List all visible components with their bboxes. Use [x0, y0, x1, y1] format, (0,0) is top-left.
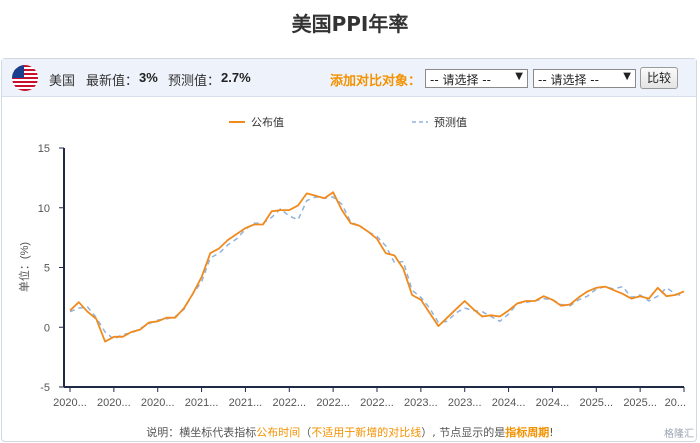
x-tick-label: 2022...	[360, 397, 394, 409]
x-tick-label: 2024...	[492, 397, 526, 409]
forecast-value: 2.7%	[221, 70, 251, 85]
x-tick-label: 2022...	[316, 397, 350, 409]
x-tick-label: 2020...	[53, 397, 87, 409]
legend-published-label[interactable]: 公布值	[251, 116, 284, 129]
compare-select-1[interactable]: -- 请选择 -- ▼	[425, 69, 528, 88]
y-axis-title: 单位：(%)	[17, 242, 31, 292]
y-axis-ticks: -5 0 5 10 15	[38, 143, 64, 394]
us-flag-icon	[12, 65, 38, 91]
y-tick-label: 10	[38, 203, 50, 215]
page-title: 美国PPI年率	[291, 12, 409, 36]
x-axis-ticks: 2020... 2020... 2020... 2021... 2021... 2022.…	[53, 387, 686, 409]
x-tick-label: 2021...	[229, 397, 263, 409]
y-tick-label: 5	[44, 263, 50, 275]
footnote: 说明：横坐标代表指标公布时间（不适用于新增的对比线）, 节点显示的是指标周期!	[146, 426, 554, 439]
compare-select-2-value: -- 请选择 --	[538, 73, 599, 87]
legend-forecast-label[interactable]: 预测值	[434, 116, 467, 129]
x-tick-label: 2024...	[536, 397, 570, 409]
x-tick-label: 2021...	[185, 397, 219, 409]
y-tick-label: -5	[40, 382, 50, 394]
forecast-value-label: 预测值：	[168, 73, 221, 88]
x-tick-label: 2025...	[623, 397, 657, 409]
x-tick-label: 2022...	[272, 397, 306, 409]
watermark: 格隆汇	[664, 429, 694, 440]
series-line-published[interactable]	[69, 191, 685, 343]
chart-panel: 美国 最新值： 3% 预测值： 2.7% 添加对比对象： -- 请选择 -- ▼…	[1, 58, 697, 442]
chevron-down-icon: ▼	[623, 71, 631, 82]
info-bar: 美国 最新值： 3% 预测值： 2.7% 添加对比对象： -- 请选择 -- ▼…	[2, 59, 696, 97]
chevron-down-icon: ▼	[515, 71, 523, 82]
x-tick-label: 2025...	[579, 397, 613, 409]
series-line-forecast[interactable]	[69, 196, 685, 340]
compare-button[interactable]: 比较	[640, 67, 678, 89]
x-tick-label: 2020...	[141, 397, 175, 409]
latest-value: 3%	[139, 70, 158, 85]
y-tick-label: 15	[38, 143, 50, 155]
series-group	[69, 191, 685, 343]
x-tick-label: 2023...	[404, 397, 438, 409]
compare-select-1-value: -- 请选择 --	[430, 73, 491, 87]
legend: 公布值 预测值	[229, 116, 467, 129]
x-tick-label: 20...	[665, 397, 686, 409]
add-compare-label: 添加对比对象：	[330, 74, 422, 89]
compare-select-2[interactable]: -- 请选择 -- ▼	[533, 69, 636, 88]
x-tick-label: 2023...	[448, 397, 482, 409]
latest-value-label: 最新值：	[86, 73, 139, 88]
y-tick-label: 0	[44, 322, 50, 334]
country-name: 美国	[49, 73, 76, 88]
x-tick-label: 2020...	[97, 397, 131, 409]
